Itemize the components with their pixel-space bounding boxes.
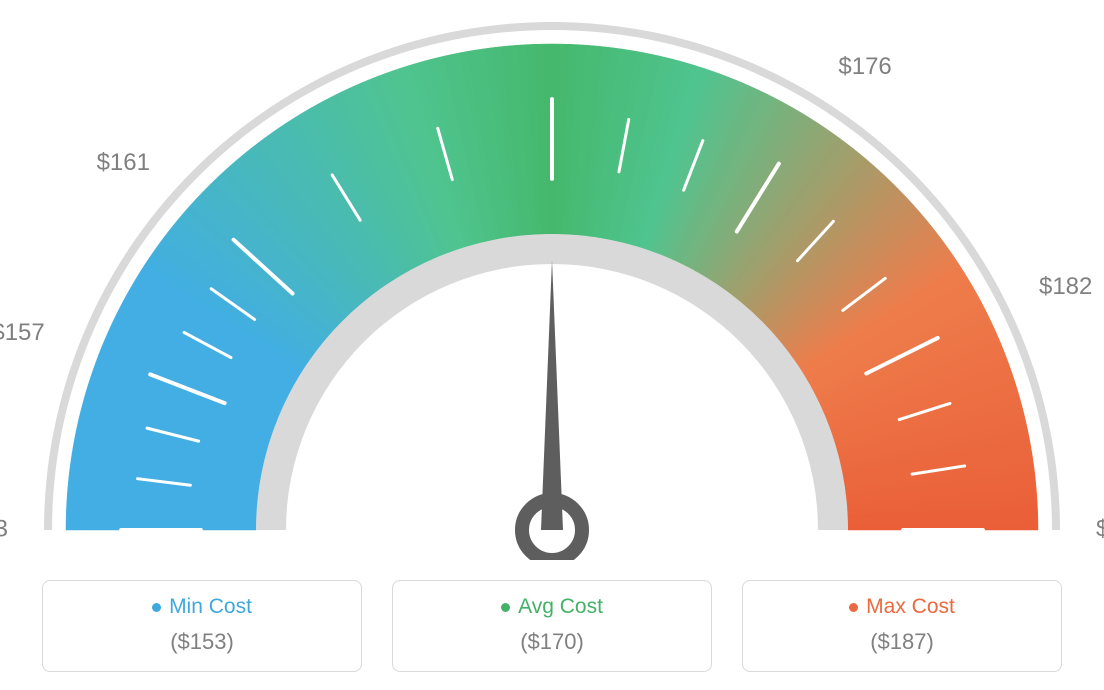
legend-value-max: ($187): [753, 629, 1051, 655]
legend-title-min: Min Cost: [152, 595, 252, 619]
legend-card-min: Min Cost ($153): [42, 580, 362, 672]
svg-text:$176: $176: [838, 53, 891, 80]
legend-label-max: Max Cost: [866, 595, 955, 619]
legend-label-min: Min Cost: [169, 595, 252, 619]
legend-label-avg: Avg Cost: [518, 595, 603, 619]
legend-card-max: Max Cost ($187): [742, 580, 1062, 672]
legend-title-max: Max Cost: [849, 595, 955, 619]
svg-text:$161: $161: [97, 149, 150, 176]
svg-text:$182: $182: [1039, 273, 1092, 300]
legend-dot-avg: [501, 603, 510, 612]
legend-row: Min Cost ($153) Avg Cost ($170) Max Cost…: [0, 580, 1104, 672]
svg-text:$187: $187: [1096, 515, 1104, 542]
svg-text:$153: $153: [0, 515, 8, 542]
gauge-svg: $153$157$161$170$176$182$187: [0, 0, 1104, 560]
legend-value-min: ($153): [53, 629, 351, 655]
legend-card-avg: Avg Cost ($170): [392, 580, 712, 672]
legend-dot-max: [849, 603, 858, 612]
svg-text:$157: $157: [0, 319, 45, 346]
legend-dot-min: [152, 603, 161, 612]
gauge-chart: $153$157$161$170$176$182$187: [0, 0, 1104, 560]
legend-title-avg: Avg Cost: [501, 595, 603, 619]
legend-value-avg: ($170): [403, 629, 701, 655]
